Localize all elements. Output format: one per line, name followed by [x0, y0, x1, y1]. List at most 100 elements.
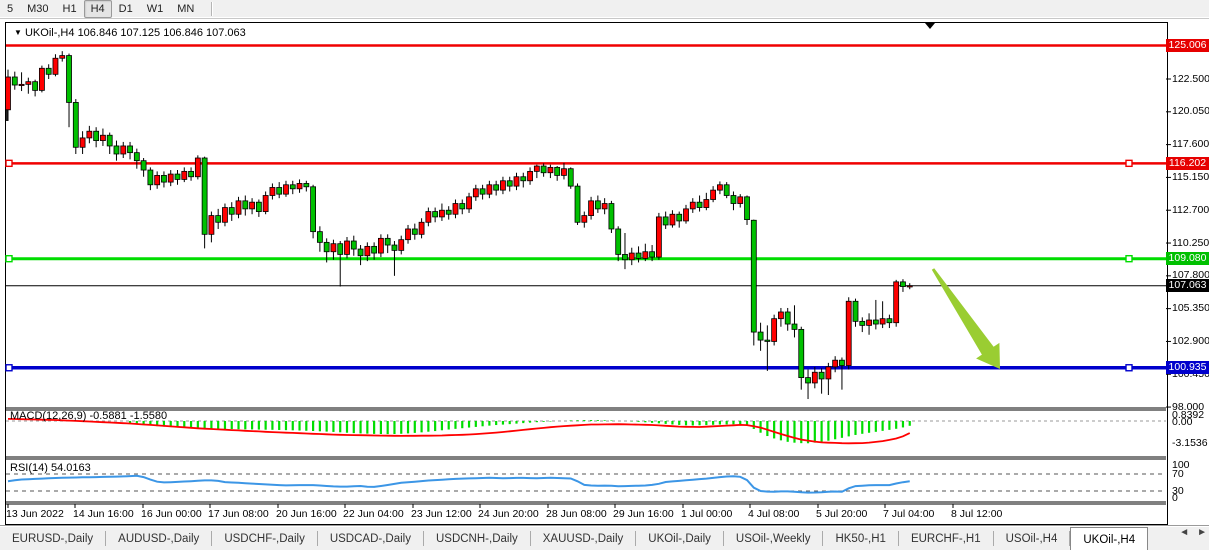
chart-shift-marker-icon[interactable] — [925, 23, 935, 29]
candle-body-down — [798, 328, 805, 378]
candle-body-down — [323, 241, 330, 253]
tab-scroll-right-icon[interactable]: ► — [1197, 527, 1207, 538]
date-axis-label[interactable]: 4 Jul 08:00 — [748, 508, 800, 520]
chart-tab-usdcad-daily[interactable]: USDCAD-,Daily — [329, 532, 411, 545]
chart-tab-usdcnh-daily[interactable]: USDCNH-,Daily — [435, 532, 518, 545]
price-scale-label[interactable]: 107.800 — [1172, 269, 1209, 282]
price-scale-label[interactable]: 98.000 — [1172, 400, 1205, 413]
chart-tab-audusd-daily[interactable]: AUDUSD-,Daily — [118, 532, 200, 545]
date-axis-label[interactable]: 8 Jul 12:00 — [951, 508, 1003, 520]
chart-tab-usoil-h4[interactable]: USOil-,H4 — [1005, 532, 1058, 545]
timeframe-button-m30[interactable]: M30 — [27, 3, 49, 15]
candle-body-up — [655, 216, 662, 258]
candle-body-up — [418, 221, 425, 235]
candle-body-down — [255, 201, 262, 212]
date-axis-label[interactable]: 20 Jun 16:00 — [276, 508, 337, 520]
rsi-scale-label: 100 — [1172, 459, 1190, 471]
chart-tab-hk50-h1[interactable]: HK50-,H1 — [835, 532, 886, 545]
date-axis-label[interactable]: 24 Jun 20:00 — [478, 508, 539, 520]
chart-area[interactable] — [5, 22, 1168, 525]
date-axis-label[interactable]: 23 Jun 12:00 — [411, 508, 472, 520]
candle-body-down — [750, 219, 757, 333]
timeframe-button-h4[interactable]: H4 — [83, 0, 112, 18]
date-axis-label[interactable]: 13 Jun 2022 — [6, 508, 64, 520]
date-axis-label[interactable]: 5 Jul 20:00 — [816, 508, 868, 520]
hline-handle[interactable] — [5, 159, 13, 168]
candle-body-up — [222, 207, 228, 223]
candle-body-down — [852, 300, 859, 322]
date-axis-label[interactable]: 7 Jul 04:00 — [883, 508, 935, 520]
timeframe-button-mn[interactable]: MN — [177, 3, 195, 15]
rsi-scale-label: 30 — [1172, 485, 1184, 497]
candle-body-down — [66, 55, 72, 103]
hline-handle[interactable] — [1125, 364, 1133, 372]
chart-canvas[interactable] — [0, 0, 1209, 528]
candle-body-down — [506, 180, 513, 187]
price-scale-label[interactable]: 105.350 — [1172, 302, 1209, 315]
candle-body-up — [683, 208, 689, 222]
price-scale-label[interactable]: 102.900 — [1172, 334, 1209, 347]
candle-body-up — [262, 195, 269, 212]
timeframe-button-h1[interactable]: H1 — [62, 3, 77, 15]
hline-handle[interactable] — [1125, 159, 1133, 168]
candle-body-up — [588, 200, 594, 216]
candle-body-up — [425, 211, 432, 223]
date-axis-label[interactable]: 1 Jul 00:00 — [681, 508, 733, 520]
chart-tab-eurusd-daily[interactable]: EURUSD-,Daily — [12, 532, 94, 545]
date-axis-label[interactable]: 17 Jun 08:00 — [208, 508, 269, 520]
date-axis-label[interactable]: 22 Jun 04:00 — [343, 508, 404, 520]
candle-body-up — [486, 184, 493, 195]
chart-tab-usoil-weekly[interactable]: USOil-,Weekly — [735, 532, 811, 545]
candle-body-up — [79, 137, 86, 148]
tab-scroll-left-icon[interactable]: ◄ — [1179, 527, 1190, 538]
chart-tab-xauusd-daily[interactable]: XAUUSD-,Daily — [542, 532, 624, 545]
timeframe-button-5[interactable]: 5 — [7, 3, 14, 15]
macd-scale-label: 0.00 — [1172, 416, 1193, 428]
collapse-triangle-icon[interactable]: ▼ — [14, 28, 22, 37]
price-scale-label[interactable]: 110.250 — [1172, 236, 1209, 249]
price-scale-label[interactable]: 117.600 — [1172, 138, 1209, 151]
timeframe-button-d1[interactable]: D1 — [118, 3, 133, 15]
candle-body-down — [520, 176, 527, 182]
hline-handle[interactable] — [5, 364, 13, 372]
hline-handle[interactable] — [1125, 254, 1133, 263]
candle-body-down — [730, 195, 737, 204]
date-axis-label[interactable]: 14 Jun 16:00 — [73, 508, 134, 520]
candle-body-down — [391, 244, 398, 251]
candle-body-down — [93, 130, 100, 141]
candle-body-down — [554, 166, 561, 176]
candle-body-down — [174, 173, 181, 180]
price-scale-label[interactable]: 115.150 — [1172, 170, 1209, 183]
candle-body-down — [371, 245, 378, 254]
candle-body-down — [622, 254, 628, 261]
candle-body-down — [316, 231, 323, 243]
hline-handle[interactable] — [5, 254, 13, 263]
timeframe-button-w1[interactable]: W1 — [146, 3, 164, 15]
price-scale-badge: 116.202 — [1166, 156, 1209, 170]
candle-body-up — [547, 166, 554, 174]
date-axis-label[interactable]: 16 Jun 00:00 — [141, 508, 202, 520]
candle-body-down — [289, 184, 296, 190]
price-scale-label[interactable]: 122.500 — [1172, 72, 1209, 85]
candle-body-up — [628, 252, 635, 261]
chart-tab-bar: EURUSD-,Daily AUDUSD-,Daily USDCHF-,Daily U… — [0, 525, 1209, 550]
candle-body-up — [249, 201, 255, 210]
chart-tab-eurchf-h1[interactable]: EURCHF-,H1 — [910, 532, 981, 545]
date-axis-label[interactable]: 29 Jun 16:00 — [613, 508, 674, 520]
candle-body-down — [45, 67, 52, 75]
candle-body-down — [188, 170, 194, 178]
candle-body-up — [296, 183, 303, 190]
chart-tab-ukoil-daily[interactable]: UKOil-,Daily — [648, 532, 711, 545]
price-scale-label[interactable]: 112.700 — [1172, 203, 1209, 216]
chart-tab-usdchf-daily[interactable]: USDCHF-,Daily — [224, 532, 305, 545]
price-scale-label[interactable]: 120.050 — [1172, 105, 1209, 118]
candle-body-down — [11, 76, 18, 86]
candle-body-up — [879, 318, 886, 325]
date-axis-label[interactable]: 28 Jun 08:00 — [546, 508, 607, 520]
rsi-label: RSI(14) 54.0163 — [10, 462, 91, 474]
trend-arrow-annotation[interactable] — [931, 268, 1000, 369]
candle-body-down — [805, 377, 811, 384]
candle-body-down — [839, 359, 845, 366]
candle-body-down — [479, 188, 486, 195]
chart-tab-ukoil-h4[interactable]: UKOil-,H4 — [1070, 527, 1149, 550]
